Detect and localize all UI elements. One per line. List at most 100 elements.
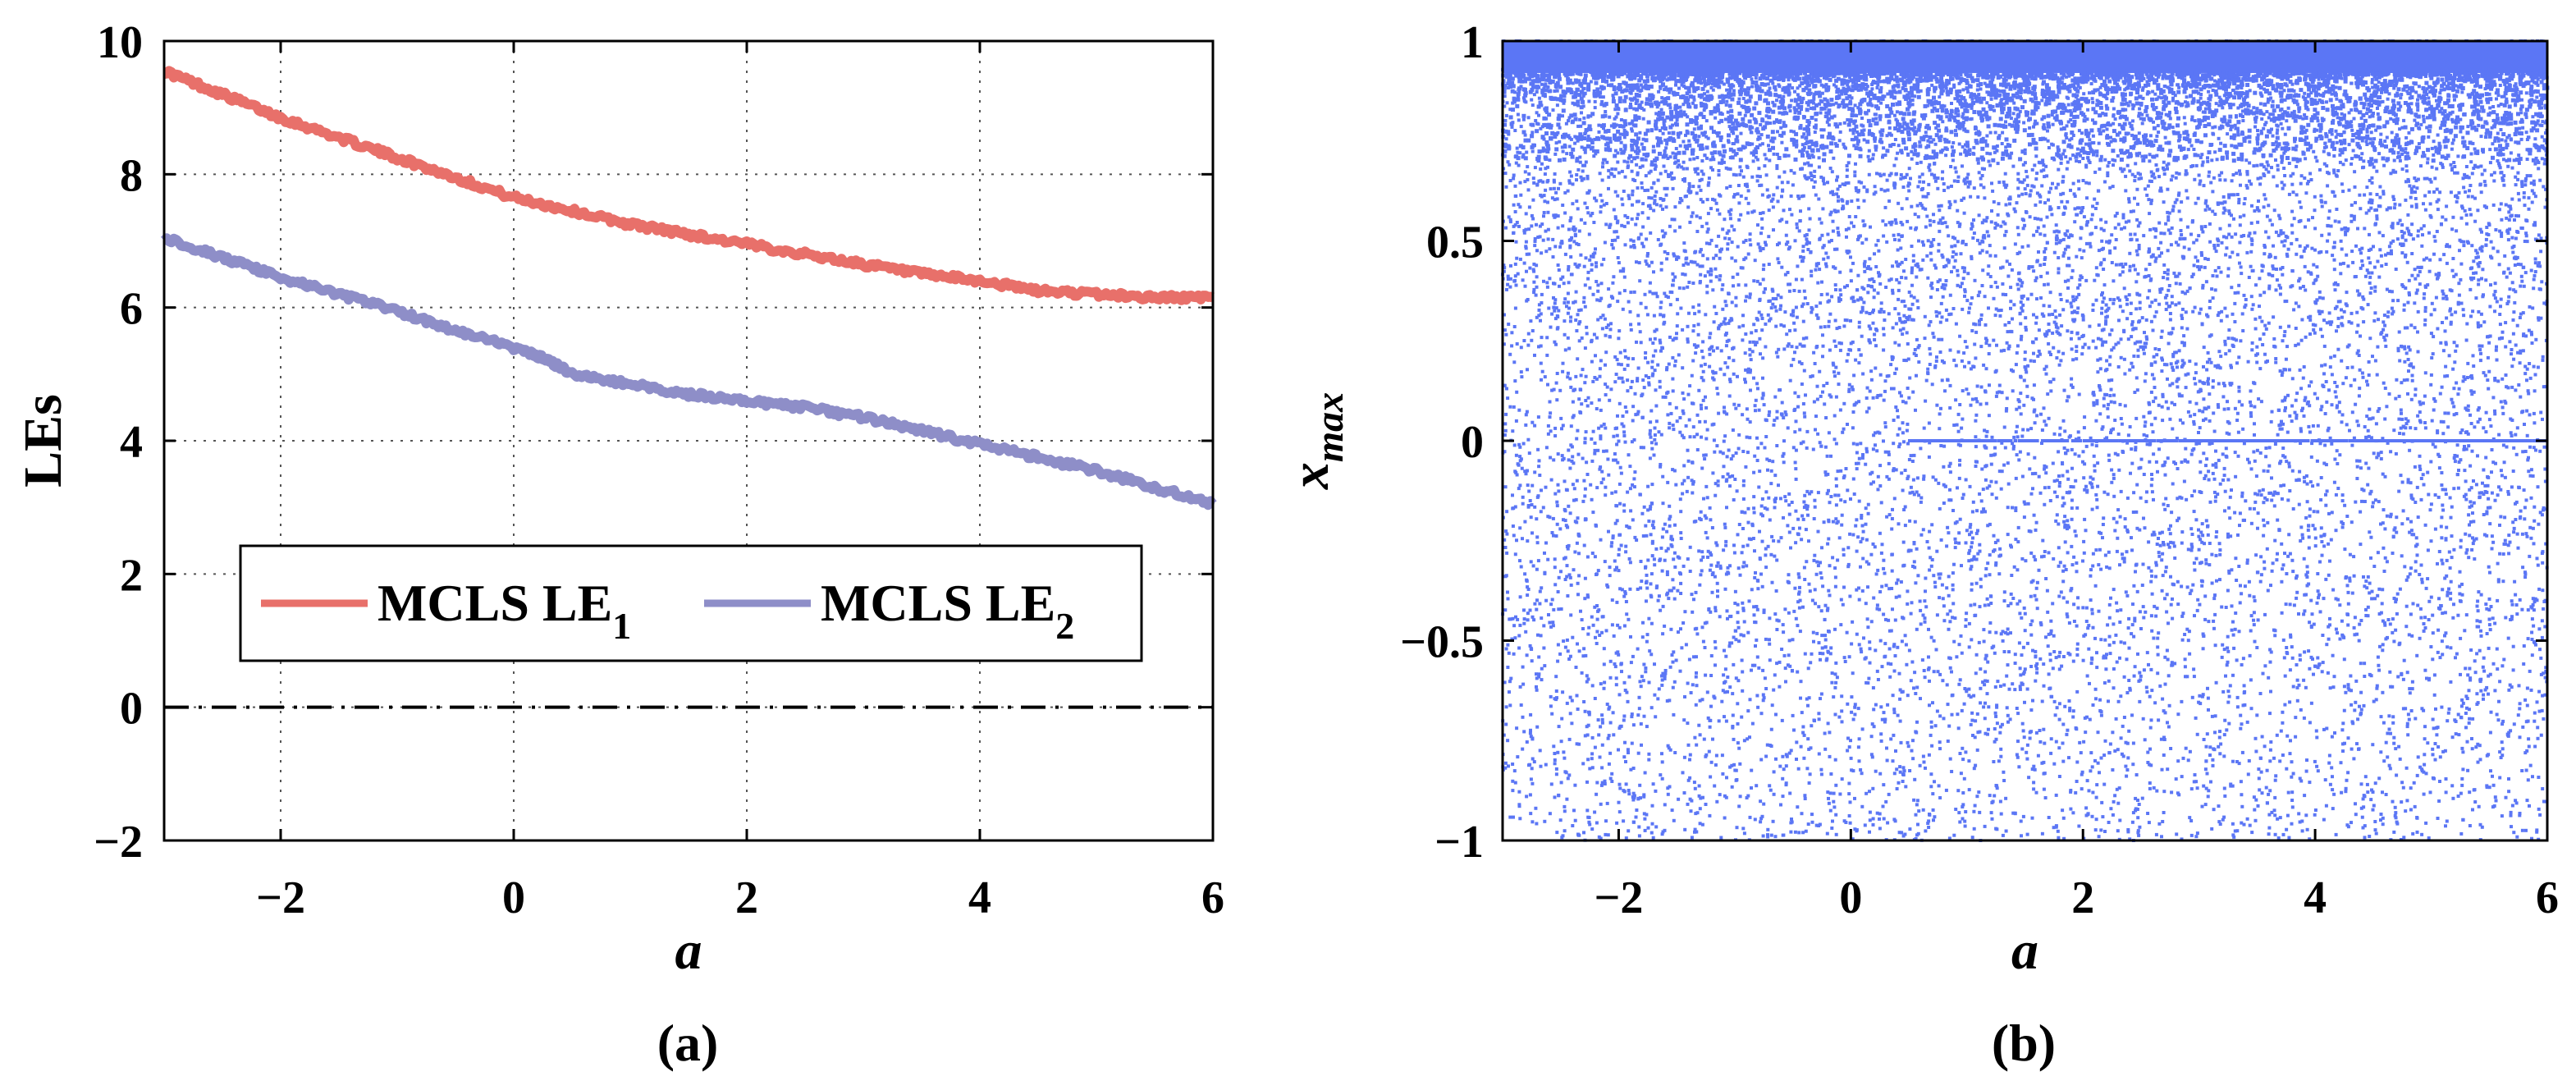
scatter-point [1774,350,1778,355]
scatter-point [2464,497,2468,501]
scatter-point [1918,763,1922,767]
scatter-point [2100,800,2104,804]
scatter-point [1544,446,1549,450]
scatter-point [2028,736,2032,740]
scatter-point [1558,527,1563,531]
scatter-point [2445,204,2449,208]
scatter-point [1650,447,1654,451]
scatter-point [2202,419,2205,423]
scatter-point [2124,174,2128,178]
scatter-point [2112,121,2116,126]
scatter-point [1915,799,1919,803]
scatter-point [1901,400,1905,404]
scatter-point [2426,548,2430,552]
scatter-point [2524,720,2528,724]
scatter-point [1642,795,1646,799]
scatter-point [1503,104,1507,108]
scatter-point [2316,119,2320,123]
scatter-point [2149,579,2153,584]
scatter-point [1759,504,1764,508]
scatter-point [2004,83,2008,87]
scatter-point [2359,708,2363,712]
scatter-point [2249,400,2252,404]
scatter-point [2273,490,2276,494]
scatter-point [2518,126,2522,131]
scatter-point [1686,459,1691,463]
scatter-point [2113,419,2117,422]
scatter-point [1555,197,1559,201]
scatter-point [2375,686,2379,690]
scatter-point [1521,537,1524,541]
scatter-point [2476,701,2480,705]
scatter-point [1837,382,1841,387]
scatter-point [1798,428,1802,432]
scatter-point [2537,807,2541,811]
scatter-point [2477,590,2481,594]
scatter-point [2225,154,2229,158]
scatter-point [1538,235,1542,239]
scatter-point [1805,302,1810,305]
scatter-point [2078,283,2082,287]
scatter-point [2313,536,2317,540]
scatter-point [2023,350,2027,355]
scatter-point [2019,322,2023,326]
scatter-point [1950,270,1953,274]
scatter-point [2387,714,2391,718]
scatter-point [1794,277,1798,282]
scatter-point [2532,286,2536,291]
a-ytick-label: 4 [120,417,143,468]
scatter-point [1549,478,1553,482]
scatter-point [1832,437,1837,442]
scatter-point [1863,259,1867,263]
scatter-point [2406,91,2410,95]
scatter-point [1576,593,1580,597]
scatter-point [2285,300,2289,303]
scatter-point [1806,737,1810,741]
scatter-point [1965,529,1969,533]
scatter-point [1805,504,1810,508]
scatter-point [2218,482,2222,486]
scatter-point [2250,831,2254,835]
scatter-point [2237,201,2241,204]
scatter-point [1842,142,1846,146]
scatter-point [1927,182,1931,186]
scatter-point [1914,263,1918,268]
scatter-point [1910,460,1915,463]
scatter-point [2523,240,2527,243]
scatter-point [2325,250,2329,254]
scatter-point [2113,226,2117,230]
scatter-point [2514,213,2518,218]
scatter-point [2404,578,2409,582]
scatter-point [2404,180,2408,184]
scatter-point [1818,268,1822,272]
scatter-point [1720,158,1724,162]
scatter-point [1736,741,1740,745]
scatter-point [1732,402,1736,406]
scatter-point [1644,374,1648,378]
scatter-point [2038,657,2043,661]
scatter-point [2258,305,2261,309]
scatter-point [2433,145,2437,149]
scatter-point [2451,257,2455,260]
scatter-point [1691,282,1695,285]
scatter-point [1981,268,1985,272]
scatter-point [1736,272,1740,277]
scatter-point [1695,344,1700,348]
scatter-point [2154,832,2158,836]
scatter-point [1958,463,1961,467]
scatter-point [1675,257,1678,261]
scatter-point [2057,363,2061,367]
scatter-point [1840,720,1844,724]
scatter-point [1693,167,1697,172]
scatter-point [1732,284,1735,288]
scatter-point [2281,638,2285,642]
scatter-point [2197,547,2201,552]
scatter-point [1832,370,1836,374]
scatter-point [2372,265,2377,269]
scatter-point [1640,394,1644,398]
scatter-point [2373,498,2377,502]
scatter-point [2514,452,2519,456]
scatter-point [1723,525,1727,529]
scatter-point [1594,247,1597,251]
scatter-point [1761,834,1765,838]
